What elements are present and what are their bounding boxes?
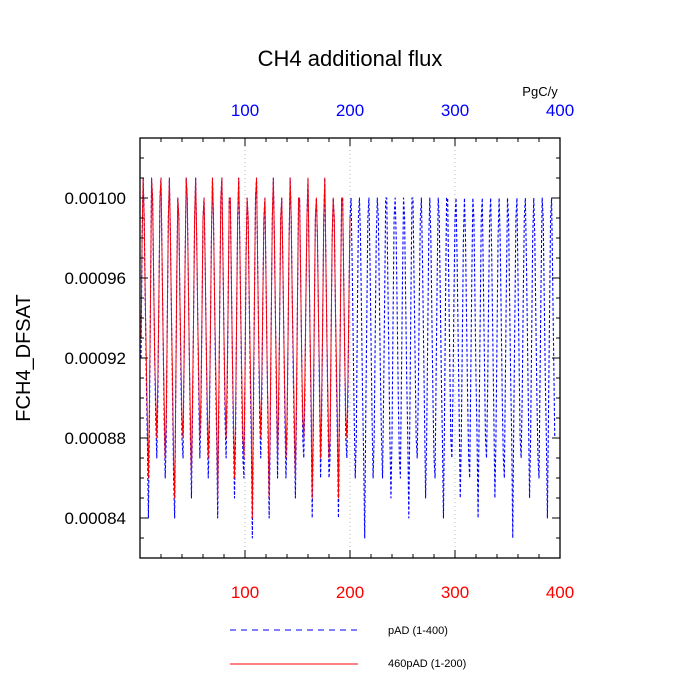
x-tick-labels-top: 100 200 300 400: [231, 101, 574, 120]
y-tick-labels: 0.00084 0.00088 0.00092 0.00096 0.00100: [65, 189, 126, 528]
chart-title: CH4 additional flux: [258, 46, 443, 71]
legend: pAD (1-400) 460pAD (1-200): [230, 625, 466, 670]
x-tick-labels-bottom: 100 200 300 400: [231, 583, 574, 602]
y-tick-label: 0.00096: [65, 269, 126, 288]
y-axis-label: FCH4_DFSAT: [13, 294, 35, 421]
y-tick-label: 0.00088: [65, 429, 126, 448]
units-label: PgC/y: [522, 84, 558, 99]
axis-ticks: [140, 137, 561, 559]
y-tick-label: 0.00100: [65, 189, 126, 208]
legend-label-pAD: pAD (1-400): [388, 625, 448, 637]
series-line-460pAD: [140, 177, 351, 519]
x-tick-label-bottom: 400: [546, 583, 574, 602]
plot-series: [140, 177, 556, 539]
x-tick-label-top: 200: [336, 101, 364, 120]
y-tick-label: 0.00092: [65, 349, 126, 368]
x-tick-label-top: 300: [441, 101, 469, 120]
x-tick-label-top: 100: [231, 101, 259, 120]
x-tick-label-bottom: 300: [441, 583, 469, 602]
x-tick-label-bottom: 200: [336, 583, 364, 602]
y-tick-label: 0.00084: [65, 509, 126, 528]
legend-label-460pAD: 460pAD (1-200): [388, 658, 466, 670]
x-tick-label-top: 400: [546, 101, 574, 120]
x-tick-label-bottom: 100: [231, 583, 259, 602]
